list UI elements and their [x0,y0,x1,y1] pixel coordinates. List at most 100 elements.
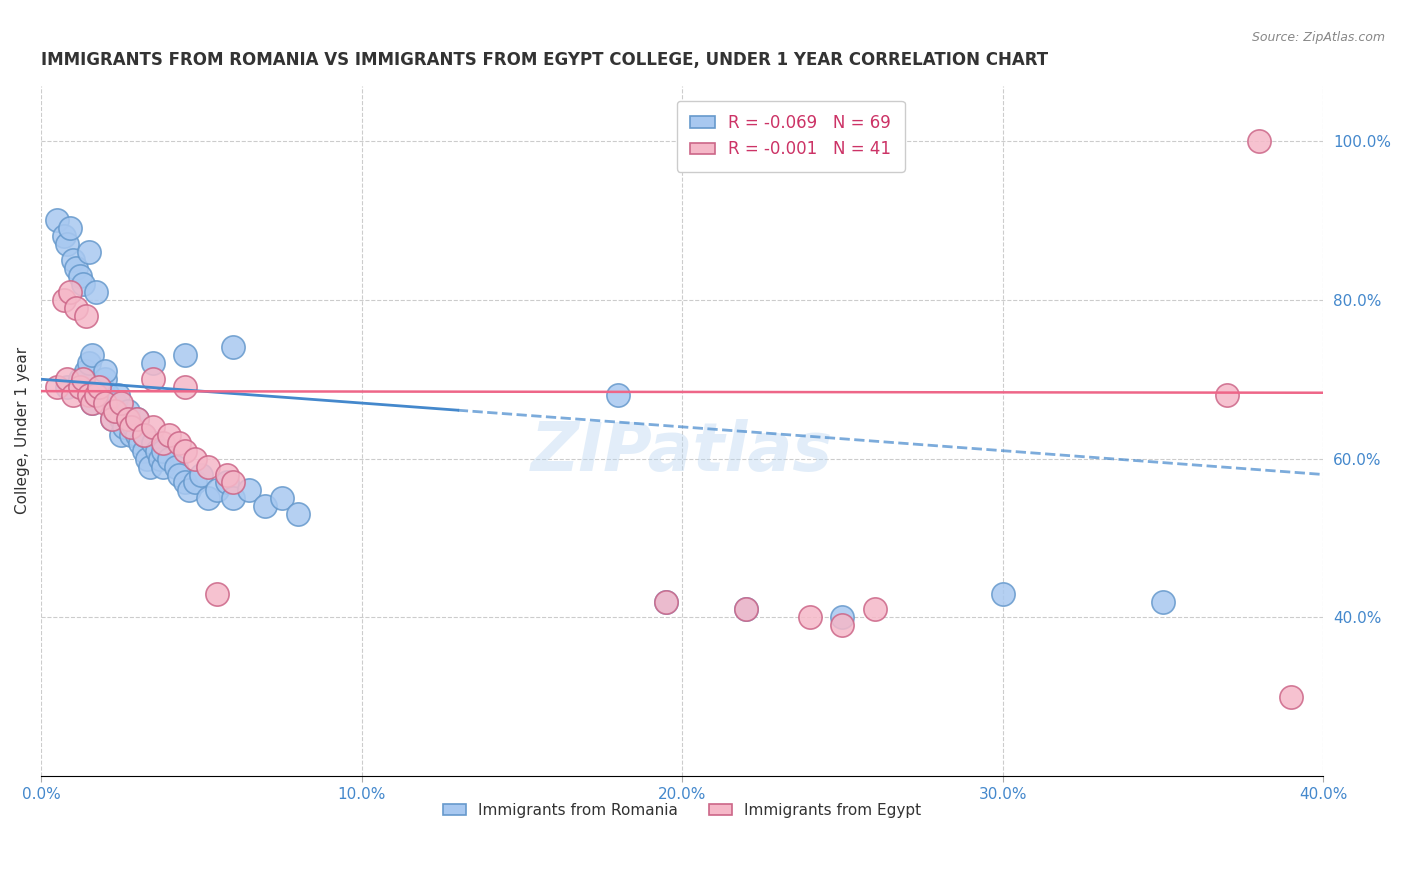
Point [55,380,77,394]
Point [1152,594,1174,608]
Point [117,412,139,426]
Point [207,483,229,498]
Point [127,412,149,426]
Text: IMMIGRANTS FROM ROMANIA VS IMMIGRANTS FROM EGYPT COLLEGE, UNDER 1 YEAR CORRELATI: IMMIGRANTS FROM ROMANIA VS IMMIGRANTS FR… [41,51,1049,69]
Point [127,412,149,426]
Point [84,388,107,402]
Point [184,451,207,466]
Point [222,341,245,355]
Point [174,443,197,458]
Point [1279,690,1302,704]
Point [120,427,142,442]
Point [207,586,229,600]
Point [77,356,100,370]
Point [69,380,91,394]
Point [122,420,145,434]
Point [110,412,132,426]
Point [69,268,91,283]
Point [222,491,245,506]
Point [167,467,190,482]
Point [97,388,120,402]
Text: Source: ZipAtlas.com: Source: ZipAtlas.com [1251,31,1385,45]
Point [91,380,114,394]
Point [152,435,174,450]
Text: ZIPatlas: ZIPatlas [531,418,834,484]
Point [165,459,187,474]
Point [142,420,165,434]
Point [655,594,678,608]
Point [142,435,165,450]
Point [174,475,197,490]
Point [127,427,149,442]
Point [94,396,117,410]
Point [145,443,167,458]
Point [75,309,97,323]
Point [97,396,120,410]
Point [110,396,132,410]
Point [87,388,110,402]
Point [94,364,117,378]
Point [59,285,82,299]
Point [174,380,197,394]
Point [107,388,129,402]
Point [215,475,238,490]
Point [65,301,87,315]
Point [104,404,127,418]
Point [77,245,100,260]
Point [152,459,174,474]
Point [84,285,107,299]
Point [75,364,97,378]
Point [132,427,155,442]
Point [135,451,157,466]
Point [129,435,152,450]
Point [87,380,110,394]
Point [157,427,180,442]
Point [72,277,94,291]
Point [132,443,155,458]
Point [197,491,219,506]
Point [82,348,104,362]
Point [55,372,77,386]
Point [222,475,245,490]
Point [72,372,94,386]
Point [82,396,104,410]
Point [149,451,172,466]
Point [59,221,82,235]
Point [62,253,84,268]
Point [174,348,197,362]
Point [94,372,117,386]
Point [735,602,758,616]
Point [142,372,165,386]
Point [117,412,139,426]
Point [1249,134,1271,148]
Point [167,435,190,450]
Point [863,602,886,616]
Point [831,618,853,632]
Point [120,420,142,434]
Point [52,229,75,244]
Point [991,586,1014,600]
Point [65,261,87,276]
Point [157,451,180,466]
Point [254,500,277,514]
Point [1216,388,1239,402]
Point [655,594,678,608]
Point [139,459,162,474]
Point [287,507,309,521]
Point [132,427,155,442]
Point [104,404,127,418]
Point [55,237,77,252]
Point [46,213,69,227]
Point [52,293,75,307]
Point [82,396,104,410]
Point [69,372,91,386]
Point [184,475,207,490]
Point [110,427,132,442]
Point [177,483,200,498]
Point [104,396,127,410]
Point [799,610,821,624]
Point [735,602,758,616]
Point [114,420,136,434]
Point [215,467,238,482]
Legend: Immigrants from Romania, Immigrants from Egypt: Immigrants from Romania, Immigrants from… [437,797,927,824]
